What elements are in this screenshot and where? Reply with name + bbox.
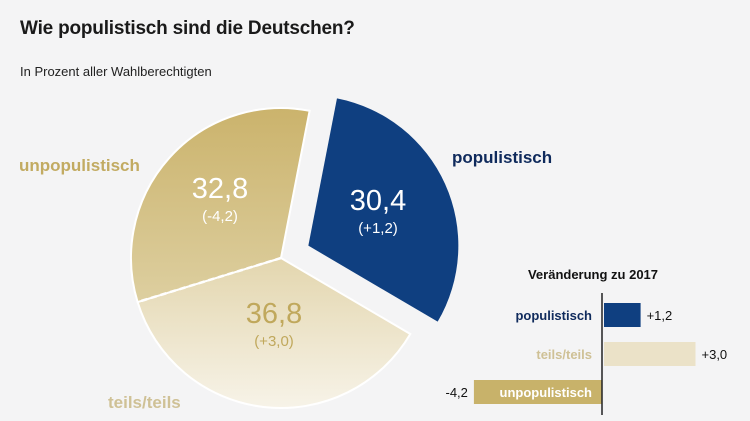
- change-bar-1: [604, 342, 696, 366]
- category-label-unpopulistisch: unpopulistisch: [19, 156, 140, 175]
- change-bar-0: [604, 303, 641, 327]
- pie-chart: [130, 98, 459, 409]
- pie-slice-teils: [136, 256, 412, 409]
- change-value-label-0: +1,2: [647, 308, 673, 323]
- pie-slice-unpopulistisch: [130, 107, 311, 304]
- change-category-label-0: populistisch: [515, 308, 592, 323]
- change-bar-chart: Veränderung zu 2017 +1,2 populistisch +3,0 t…: [445, 267, 727, 415]
- pie-divider-dashed: [137, 256, 282, 304]
- chart-subtitle: In Prozent aller Wahlberechtigten: [20, 64, 212, 79]
- slice-value-teils: 36,8: [246, 298, 302, 330]
- bar-chart-title: Veränderung zu 2017: [528, 267, 658, 282]
- pie-labels: 30,4 (+1,2) 36,8 (+3,0) 32,8 (-4,2) populistis…: [19, 148, 552, 412]
- change-category-label-2: unpopulistisch: [500, 385, 593, 400]
- slice-change-teils: (+3,0): [254, 333, 294, 350]
- change-category-label-1: teils/teils: [536, 347, 592, 362]
- slice-change-unpopulistisch: (-4,2): [202, 208, 238, 225]
- slice-value-unpopulistisch: 32,8: [192, 173, 248, 205]
- slice-value-populistisch: 30,4: [350, 185, 406, 217]
- slice-change-populistisch: (+1,2): [358, 220, 398, 237]
- category-label-teils: teils/teils: [108, 393, 181, 412]
- change-bar-2: [473, 380, 602, 404]
- chart-title: Wie populistisch sind die Deutschen?: [20, 18, 355, 39]
- pie-slice-populistisch: [308, 98, 459, 322]
- change-value-label-1: +3,0: [702, 347, 728, 362]
- change-value-label-2: -4,2: [445, 385, 467, 400]
- category-label-populistisch: populistisch: [452, 148, 552, 167]
